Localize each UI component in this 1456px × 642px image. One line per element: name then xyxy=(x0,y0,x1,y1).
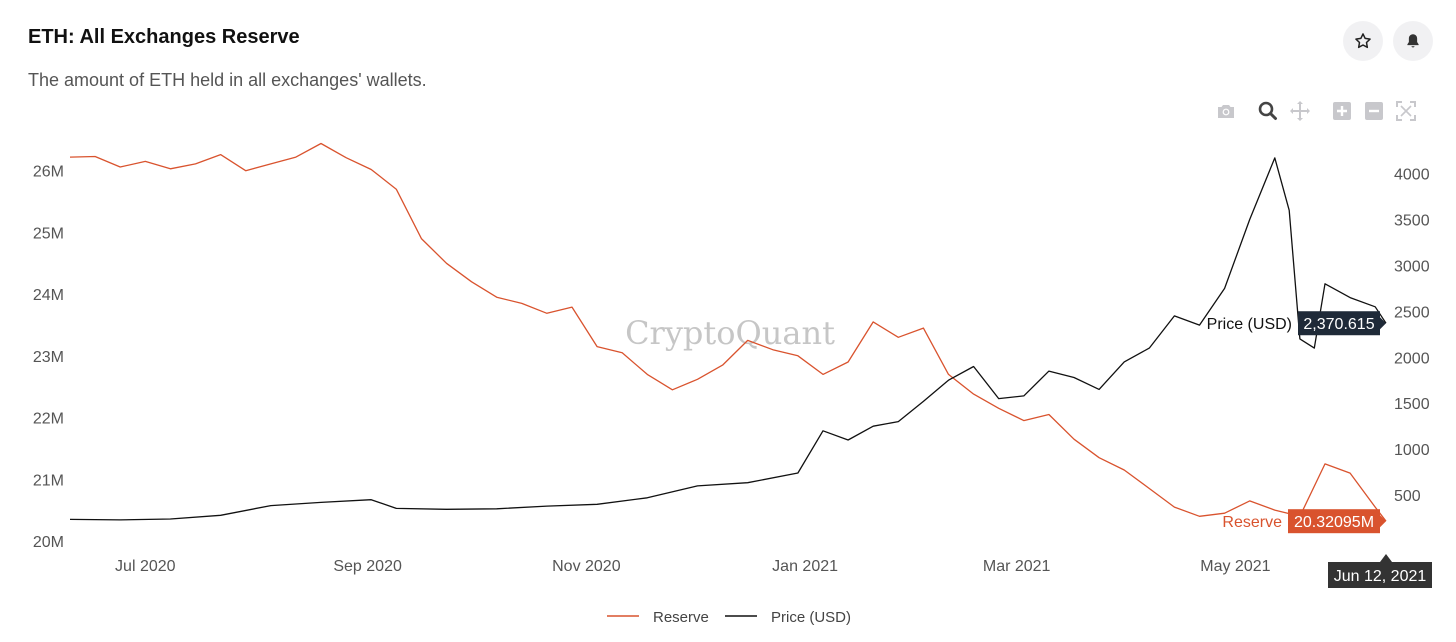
legend-label: Price (USD) xyxy=(771,609,851,626)
y-right-tick-label: 2500 xyxy=(1394,304,1430,321)
reserve-tooltip-label: Reserve xyxy=(1222,514,1282,531)
x-tick-label: Sep 2020 xyxy=(333,558,402,575)
x-tick-label: Mar 2021 xyxy=(983,558,1051,575)
price-tooltip-box xyxy=(1298,311,1380,336)
zoom-out-icon[interactable] xyxy=(1362,99,1386,123)
page-subtitle: The amount of ETH held in all exchanges'… xyxy=(28,70,427,90)
date-tooltip-box xyxy=(1328,562,1432,588)
y-right-tick-label: 1500 xyxy=(1394,396,1430,413)
watermark: CryptoQuant xyxy=(625,314,835,352)
zoom-in-icon[interactable] xyxy=(1330,99,1354,123)
y-left-tick-label: 22M xyxy=(33,411,64,428)
x-tick-label: Jan 2021 xyxy=(772,558,838,575)
legend-item-price[interactable]: Price (USD) xyxy=(725,609,851,626)
y-left-tick-label: 20M xyxy=(33,534,64,551)
y-right-tick-label: 2000 xyxy=(1394,350,1430,367)
price-series-line[interactable] xyxy=(69,157,1387,521)
reserve-tooltip-pointer xyxy=(1380,515,1386,528)
date-tooltip-value: Jun 12, 2021 xyxy=(1334,568,1427,585)
date-tooltip-pointer xyxy=(1380,554,1392,562)
page-title: ETH: All Exchanges Reserve xyxy=(28,26,300,48)
autoscale-icon[interactable] xyxy=(1394,99,1418,123)
reserve-tooltip-box xyxy=(1288,509,1380,534)
star-icon xyxy=(1355,33,1371,49)
alert-button[interactable] xyxy=(1393,21,1433,61)
y-right-tick-label: 4000 xyxy=(1394,167,1430,184)
legend-label: Reserve xyxy=(653,609,709,626)
favorite-button[interactable] xyxy=(1343,21,1383,61)
zoom-icon[interactable] xyxy=(1256,99,1280,123)
pan-icon[interactable] xyxy=(1288,99,1312,123)
x-tick-label: May 2021 xyxy=(1200,558,1270,575)
y-left-tick-label: 21M xyxy=(33,472,64,489)
legend-item-reserve[interactable]: Reserve xyxy=(607,609,709,626)
x-tick-label: Jul 2020 xyxy=(115,558,176,575)
camera-icon[interactable] xyxy=(1214,99,1238,123)
y-left-tick-label: 23M xyxy=(33,349,64,366)
bell-icon xyxy=(1407,34,1419,48)
y-right-tick-label: 500 xyxy=(1394,488,1421,505)
price-tooltip-pointer xyxy=(1380,317,1386,330)
y-right-tick-label: 3000 xyxy=(1394,258,1430,275)
y-right-tick-label: 1000 xyxy=(1394,442,1430,459)
y-left-tick-label: 25M xyxy=(33,225,64,242)
reserve-series-line[interactable] xyxy=(69,142,1387,522)
price-tooltip-label: Price (USD) xyxy=(1207,316,1292,333)
price-tooltip-value: 2,370.615 xyxy=(1303,316,1374,333)
reserve-tooltip-value: 20.32095M xyxy=(1294,514,1374,531)
y-left-tick-label: 24M xyxy=(33,287,64,304)
x-tick-label: Nov 2020 xyxy=(552,558,621,575)
y-left-tick-label: 26M xyxy=(33,164,64,181)
y-right-tick-label: 3500 xyxy=(1394,212,1430,229)
